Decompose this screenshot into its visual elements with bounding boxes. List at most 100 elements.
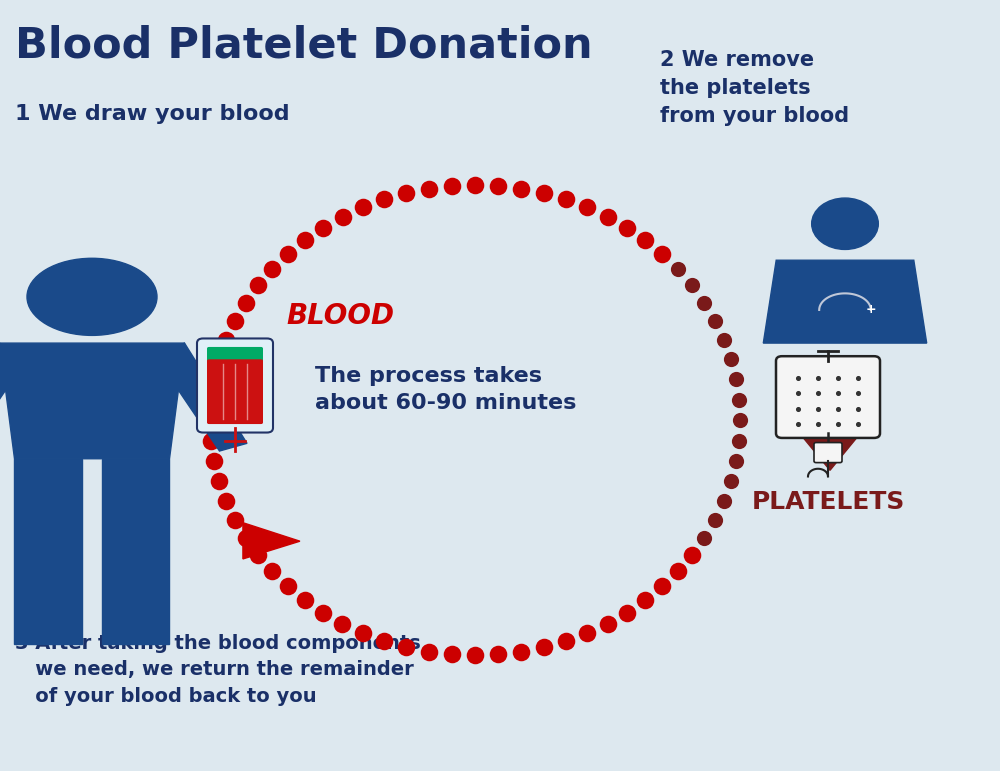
Point (211, 353, 227, 365)
Point (421, 645, 437, 658)
Point (444, 180, 460, 192)
Point (264, 565, 280, 577)
Point (600, 210, 616, 223)
Point (619, 221, 635, 234)
Point (707, 315, 723, 327)
Point (376, 193, 392, 205)
FancyBboxPatch shape (776, 356, 880, 438)
Polygon shape (157, 343, 247, 451)
Point (513, 645, 529, 658)
Point (790, 402, 806, 415)
Point (830, 418, 846, 430)
Point (203, 435, 219, 447)
Text: BLOOD: BLOOD (286, 302, 394, 330)
Point (850, 387, 866, 399)
Point (696, 297, 712, 309)
Point (579, 201, 595, 214)
Text: PLATELETS: PLATELETS (751, 490, 905, 513)
Polygon shape (102, 459, 169, 644)
Point (238, 297, 254, 309)
Text: 1 We draw your blood: 1 We draw your blood (15, 104, 290, 124)
Point (211, 475, 227, 487)
Point (558, 635, 574, 648)
Point (355, 201, 371, 214)
Text: 2 We remove
the platelets
from your blood: 2 We remove the platelets from your bloo… (660, 50, 849, 126)
Point (202, 414, 218, 426)
Point (297, 594, 313, 607)
Point (206, 455, 222, 467)
Text: +: + (865, 304, 876, 316)
Point (315, 607, 331, 619)
Point (206, 373, 222, 386)
Polygon shape (243, 523, 300, 559)
Point (558, 193, 574, 205)
Point (334, 210, 351, 223)
Point (654, 247, 670, 260)
Point (850, 372, 866, 384)
Point (830, 372, 846, 384)
Point (315, 221, 331, 234)
Point (830, 387, 846, 399)
FancyBboxPatch shape (207, 347, 263, 362)
FancyBboxPatch shape (814, 443, 842, 463)
Point (696, 532, 712, 544)
Point (732, 414, 748, 426)
FancyBboxPatch shape (207, 359, 263, 424)
Point (810, 402, 826, 415)
Point (790, 387, 806, 399)
Point (684, 279, 700, 291)
Point (810, 387, 826, 399)
Point (830, 402, 846, 415)
Polygon shape (14, 459, 82, 644)
Polygon shape (0, 343, 184, 459)
Point (716, 494, 732, 507)
Point (579, 627, 595, 639)
Circle shape (812, 198, 878, 250)
Point (334, 618, 350, 630)
Point (716, 334, 732, 346)
Point (376, 635, 392, 648)
Point (467, 649, 483, 662)
Point (723, 475, 739, 487)
Point (421, 183, 437, 195)
Text: 3 After taking the blood components
   we need, we return the remainder
   of yo: 3 After taking the blood components we n… (15, 634, 421, 705)
Point (600, 618, 616, 630)
Point (238, 531, 254, 544)
Text: The process takes
about 60-90 minutes: The process takes about 60-90 minutes (315, 366, 576, 412)
Point (398, 641, 414, 654)
Point (637, 594, 653, 607)
Point (227, 513, 243, 526)
Point (850, 402, 866, 415)
Polygon shape (792, 424, 868, 470)
Point (670, 565, 686, 577)
Point (731, 393, 747, 406)
Point (280, 581, 296, 593)
Polygon shape (763, 260, 927, 343)
Point (723, 353, 739, 365)
Point (398, 187, 414, 199)
Point (250, 279, 266, 291)
Point (490, 180, 506, 192)
Point (790, 372, 806, 384)
Point (355, 627, 371, 639)
Point (731, 435, 747, 447)
Point (536, 641, 552, 654)
Point (684, 549, 700, 561)
Point (444, 648, 460, 661)
Point (810, 372, 826, 384)
Point (203, 393, 219, 406)
Polygon shape (0, 343, 27, 451)
Text: Blood Platelet Donation: Blood Platelet Donation (15, 25, 593, 66)
Point (619, 607, 635, 619)
Point (467, 179, 483, 191)
Point (810, 418, 826, 430)
Point (218, 334, 234, 346)
Ellipse shape (27, 258, 157, 335)
Point (637, 234, 653, 246)
Point (280, 247, 296, 260)
Point (513, 183, 529, 195)
Point (227, 315, 243, 327)
Point (297, 234, 313, 246)
Point (264, 263, 280, 275)
Point (250, 549, 266, 561)
